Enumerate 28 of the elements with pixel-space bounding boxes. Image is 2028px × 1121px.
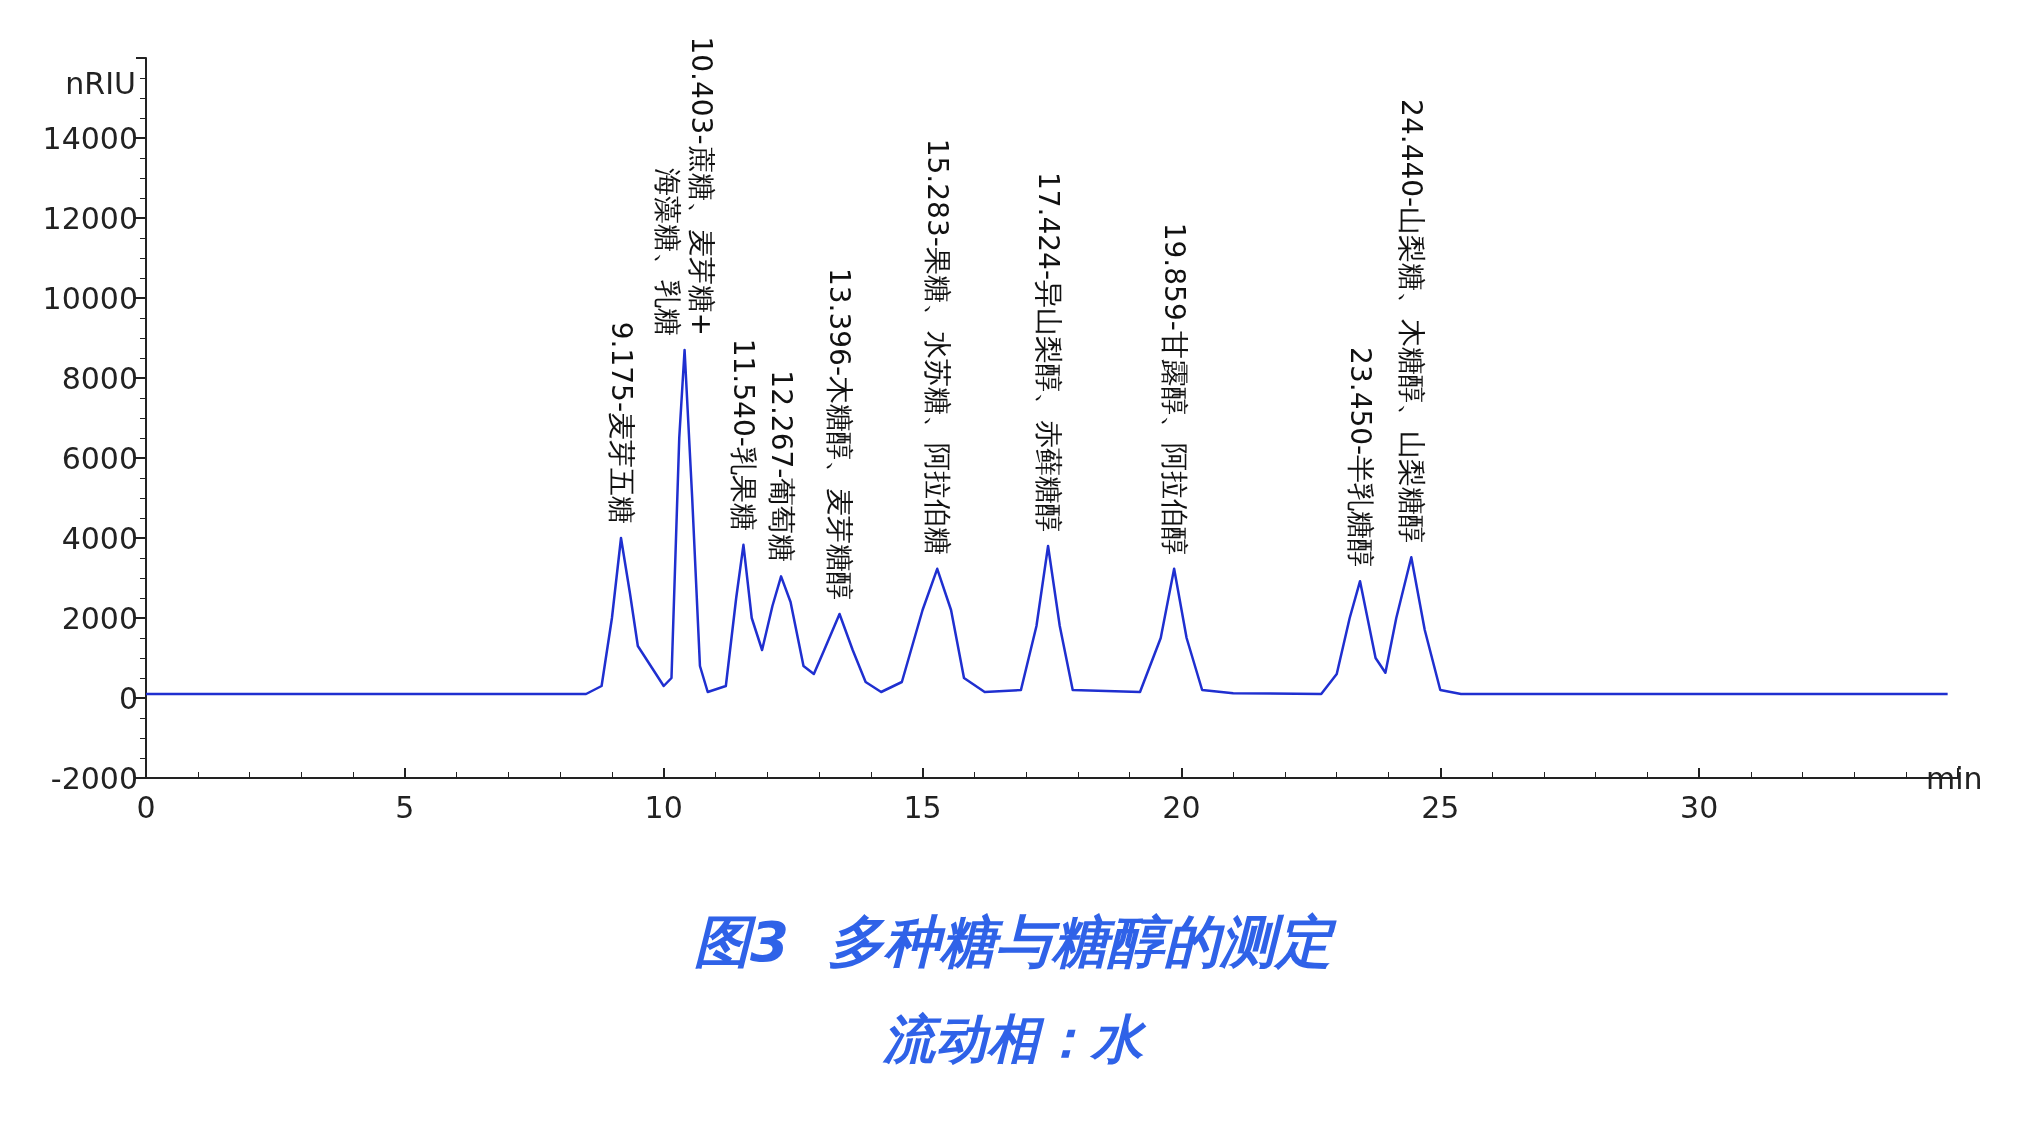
x-tick-label: 10	[644, 789, 683, 825]
annotation: 10.403-蔗糖、麦芽糖+ 海藻糖、乳糖	[651, 36, 719, 336]
y-tick-label: 12000	[42, 200, 138, 236]
annotation: 19.859-甘露醇、阿拉伯醇	[1157, 222, 1191, 555]
annotation: 13.396-木糖醇、麦芽糖醇	[823, 267, 857, 600]
y-tick-label: 8000	[61, 360, 138, 396]
y-tick-label: 4000	[61, 520, 138, 556]
annotation: 11.540-乳果糖	[726, 338, 760, 531]
annotation: 17.424-异山梨醇、赤藓糖醇	[1031, 171, 1065, 532]
annotation: 15.283-果糖、水苏糖、阿拉伯糖	[920, 138, 954, 555]
y-tick-label: 0	[118, 680, 138, 716]
x-tick-label: 30	[1680, 789, 1719, 825]
y-tick-label: -2000	[50, 760, 138, 796]
x-tick-label: 20	[1162, 789, 1201, 825]
y-tick-label: 14000	[42, 120, 138, 156]
x-tick-label: 25	[1421, 789, 1460, 825]
annotation: 24.440-山梨糖、木糖醇、山梨糖醇	[1394, 99, 1428, 544]
annotation: 12.267-葡萄糖	[764, 370, 798, 563]
annotation: 23.450-半乳糖醇	[1343, 347, 1377, 568]
text: 图3 多种糖与糖醇的测定	[694, 908, 1337, 974]
x-tick-label: 15	[903, 789, 942, 825]
y-tick-label: 2000	[61, 600, 138, 636]
y-tick-label: 6000	[61, 440, 138, 476]
x-tick-label: 5	[395, 789, 415, 825]
y-axis-title: nRIU	[65, 65, 136, 101]
y-tick-label: 10000	[42, 280, 138, 316]
text: 流动相：水	[882, 1009, 1147, 1069]
annotation: 9.175-麦芽五糖	[604, 321, 638, 524]
